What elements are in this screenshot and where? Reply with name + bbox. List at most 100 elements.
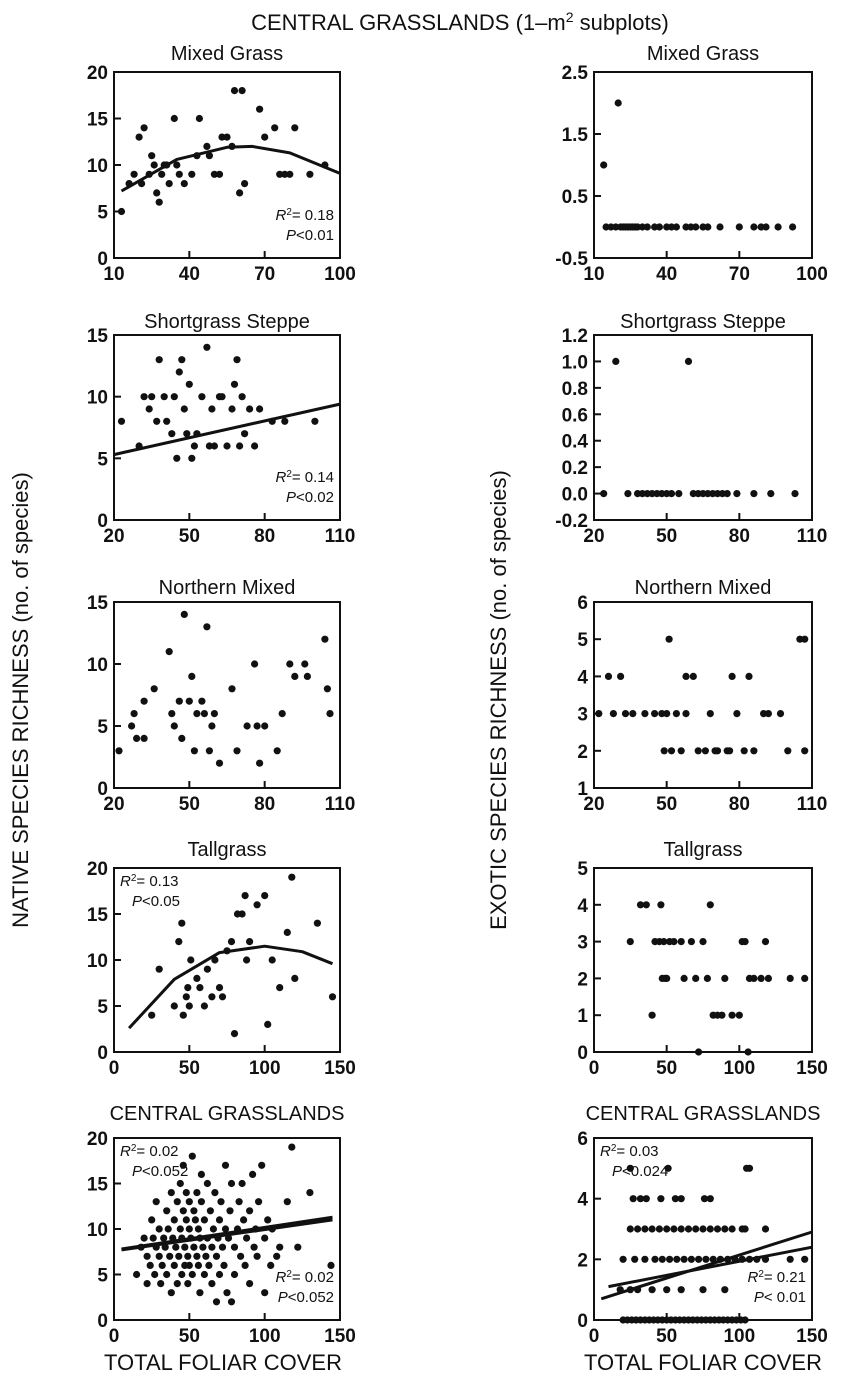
native-central-point: [163, 1270, 171, 1279]
native-northern-point: [200, 710, 208, 718]
native-mixed-point: [218, 133, 226, 141]
native-northern-point: [175, 697, 183, 705]
exotic-shortgrass-ytick-label: 0.8: [562, 379, 588, 400]
exotic-northern-ytick-label: 4: [577, 667, 588, 688]
exotic-central-point: [663, 1225, 671, 1233]
native-shortgrass-xtick-label: 110: [325, 526, 356, 547]
exotic-mixed-point: [600, 161, 608, 169]
exotic-tallgrass-ytick-label: 4: [577, 896, 588, 917]
native-central-point: [261, 1289, 269, 1297]
exotic-northern-point: [689, 672, 697, 681]
native-tallgrass-point: [184, 984, 192, 992]
exotic-mixed-point: [655, 223, 664, 231]
exotic-shortgrass-ytick-label: 0.0: [562, 485, 588, 506]
native-northern-title: Northern Mixed: [159, 577, 296, 599]
native-northern-panel: Northern Mixed 0 5 10 15 20 50 80 110: [87, 577, 355, 815]
native-central-r2-label: R2= 0.02: [120, 1143, 179, 1161]
native-mixed-xtick-label: 100: [324, 264, 356, 285]
native-northern-point: [140, 697, 148, 705]
native-central-point: [276, 1243, 284, 1251]
native-central-point: [178, 1234, 186, 1242]
native-mixed-ytick-label: 15: [87, 110, 109, 131]
exotic-tallgrass-point: [648, 1011, 656, 1019]
exotic-tallgrass-point: [657, 901, 665, 909]
native-central-point: [221, 1225, 230, 1233]
native-central-point: [196, 1289, 204, 1297]
native-mixed-point: [153, 189, 161, 197]
exotic-mixed-ytick-label: 0.5: [562, 187, 589, 208]
exotic-central-point: [677, 1225, 685, 1233]
native-mixed-xtick-label: 40: [179, 264, 200, 285]
native-tallgrass-point: [148, 1011, 156, 1019]
native-central-point: [179, 1161, 187, 1169]
exotic-tallgrass-ytick-label: 3: [577, 933, 588, 954]
exotic-mixed-point: [716, 223, 724, 231]
native-tallgrass-point: [182, 993, 190, 1001]
native-tallgrass-xtick-label: 100: [249, 1058, 281, 1079]
exotic-northern-point: [621, 710, 630, 718]
native-shortgrass-point: [190, 442, 198, 450]
exotic-central-point: [741, 1225, 749, 1233]
native-central-point: [137, 1243, 145, 1251]
exotic-northern-ytick-label: 5: [577, 630, 588, 651]
exotic-central-point: [651, 1255, 659, 1263]
exotic-central-point: [699, 1286, 707, 1294]
native-central-p-label: P<0.052: [278, 1289, 334, 1306]
exotic-northern-point: [764, 710, 773, 718]
exotic-central-xtick-label: 150: [796, 1326, 828, 1347]
native-mixed-point: [145, 170, 153, 178]
native-central-point: [149, 1234, 157, 1242]
native-mixed-point: [291, 124, 299, 132]
native-central-point: [193, 1189, 201, 1197]
native-shortgrass-point: [145, 405, 153, 413]
exotic-shortgrass-point: [600, 490, 608, 498]
native-northern-point: [243, 722, 251, 730]
native-central-point: [214, 1234, 222, 1242]
native-shortgrass-point: [233, 356, 241, 364]
native-tallgrass-point: [288, 873, 296, 881]
native-shortgrass-point: [180, 405, 188, 413]
native-northern-point: [115, 747, 123, 755]
exotic-tallgrass-point: [728, 1011, 736, 1019]
native-central-point: [215, 1270, 224, 1279]
exotic-central-point: [619, 1255, 627, 1263]
exotic-central-point: [663, 1286, 671, 1294]
exotic-shortgrass-point: [667, 490, 676, 498]
native-central-point: [267, 1261, 275, 1269]
native-shortgrass-fit-line: [113, 402, 341, 457]
native-northern-xtick-label: 20: [103, 794, 124, 815]
exotic-central-point: [709, 1255, 717, 1263]
exotic-mixed-ytick-label: 2.5: [562, 63, 589, 84]
exotic-mixed-point: [704, 223, 712, 231]
native-central-point: [176, 1225, 184, 1233]
native-shortgrass-point: [148, 393, 156, 401]
native-tallgrass-point: [227, 938, 236, 946]
native-shortgrass-point: [155, 356, 163, 364]
exotic-central-point: [702, 1255, 710, 1263]
exotic-central-point: [664, 1164, 672, 1172]
native-central-point: [208, 1280, 216, 1288]
native-tallgrass-point: [196, 984, 204, 992]
native-central-point: [249, 1170, 257, 1178]
exotic-central-point: [692, 1225, 700, 1233]
exotic-mixed-title: Mixed Grass: [647, 43, 759, 65]
native-mixed-point: [135, 133, 143, 141]
native-central-point: [169, 1234, 177, 1242]
exotic-central-point: [745, 1255, 754, 1263]
native-shortgrass-point: [170, 393, 178, 401]
native-mixed-ytick-label: 0: [97, 249, 108, 270]
exotic-tallgrass-point: [801, 974, 809, 983]
exotic-central-panel: CENTRAL GRASSLANDS 0 2 4 6 0 50 100 150 R2= 0.03 P…: [577, 1103, 827, 1347]
exotic-northern-point: [629, 710, 637, 718]
native-tallgrass-ytick-label: 20: [87, 859, 108, 880]
exotic-central-point: [642, 1195, 650, 1203]
exotic-northern-point: [682, 672, 690, 681]
native-northern-xtick-label: 50: [179, 794, 200, 815]
native-mixed-point: [180, 180, 188, 188]
exotic-northern-point: [609, 710, 618, 718]
native-central-point: [187, 1234, 195, 1242]
native-central-point: [194, 1261, 202, 1269]
native-central-point: [288, 1143, 296, 1151]
native-shortgrass-point: [256, 405, 264, 413]
